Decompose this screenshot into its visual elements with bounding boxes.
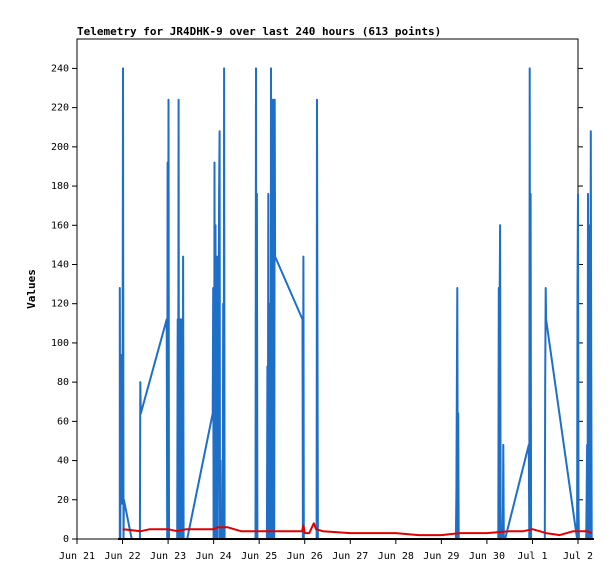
y-tick-label: 200 <box>51 142 69 153</box>
x-tick-label: Jun 26 <box>287 551 323 562</box>
y-tick-label: 20 <box>57 495 69 506</box>
chart-title: Telemetry for JR4DHK-9 over last 240 hou… <box>77 25 441 38</box>
x-tick-label: Jun 23 <box>150 551 186 562</box>
x-tick-label: Jun 28 <box>378 551 414 562</box>
x-tick-label: Jul 1 <box>517 551 547 562</box>
y-tick-label: 180 <box>51 181 69 192</box>
x-tick-label: Jun 30 <box>469 551 505 562</box>
y-tick-label: 140 <box>51 259 69 270</box>
x-tick-label: Jun 24 <box>196 551 232 562</box>
x-tick-label: Jul 2 <box>563 551 593 562</box>
y-tick-label: 160 <box>51 220 69 231</box>
series-line-1 <box>122 522 593 537</box>
x-axis: Jun 21 Jun 22 Jun 23 Jun 24 Jun 25 Jun 26 Jun … <box>59 539 593 562</box>
y-tick-label: 120 <box>51 299 69 310</box>
x-tick-label: Jun 27 <box>332 551 368 562</box>
y-tick-label: 220 <box>51 103 69 114</box>
x-tick-label: Jun 21 <box>59 551 95 562</box>
y-tick-label: 60 <box>57 416 69 427</box>
x-tick-label: Jun 25 <box>241 551 277 562</box>
y-tick-label: 80 <box>57 377 69 388</box>
y-axis: 0 20 40 60 80 100 120 140 160 180 200 220 240 <box>51 63 583 545</box>
y-axis-label: Values <box>25 269 38 309</box>
y-tick-label: 0 <box>63 534 69 545</box>
x-tick-label: Jun 29 <box>423 551 459 562</box>
y-tick-label: 240 <box>51 63 69 74</box>
x-tick-label: Jun 22 <box>104 551 140 562</box>
y-tick-label: 100 <box>51 338 69 349</box>
y-tick-label: 40 <box>57 456 69 467</box>
series-layer <box>118 67 594 540</box>
